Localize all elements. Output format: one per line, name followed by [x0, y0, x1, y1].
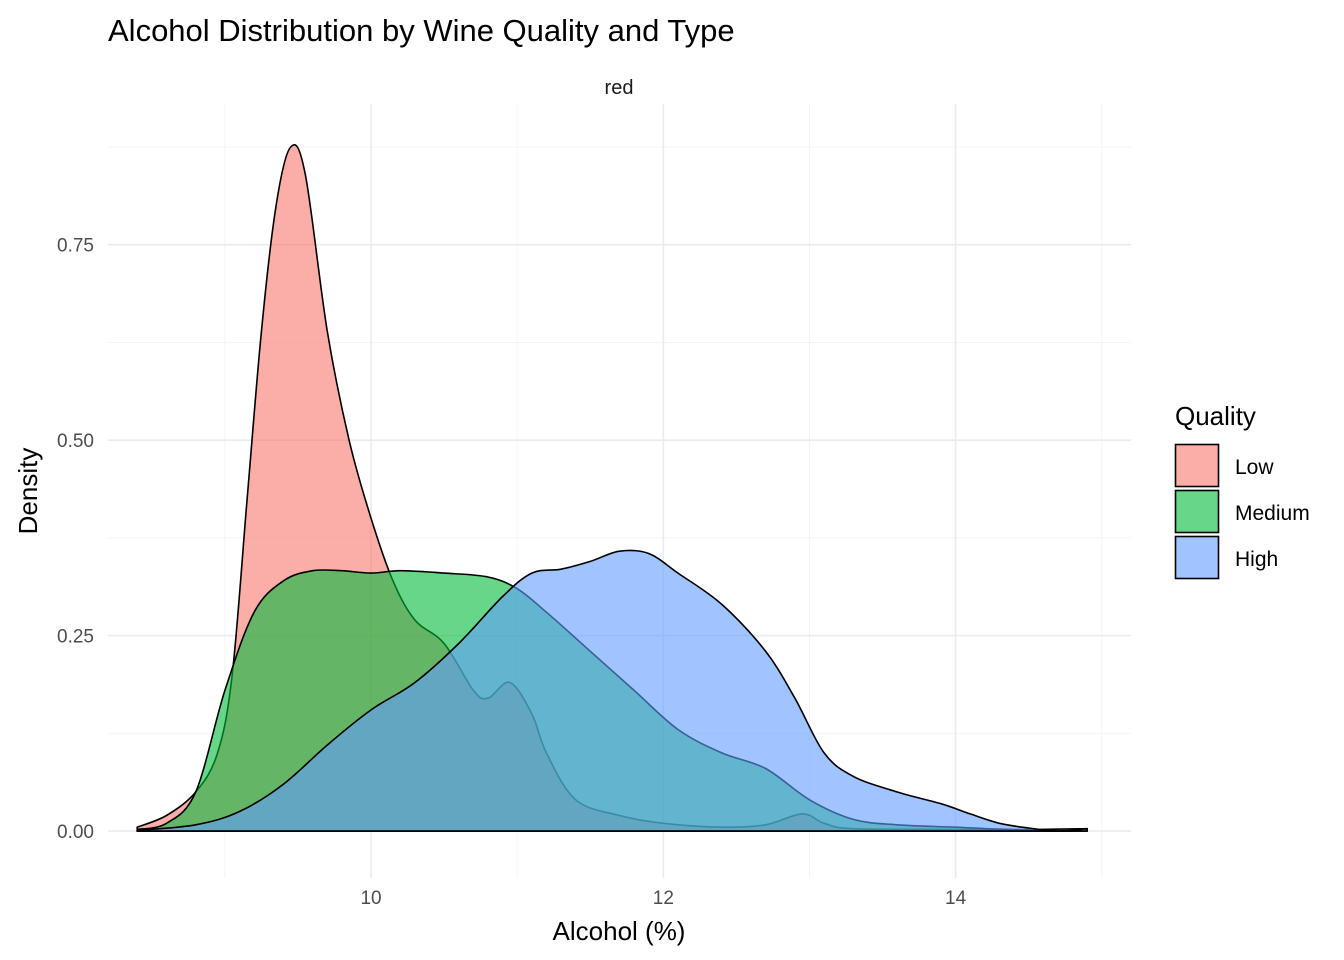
y-tick-label: 0.50	[57, 431, 94, 452]
y-tick-label: 0.25	[57, 627, 94, 648]
chart-title: Alcohol Distribution by Wine Quality and…	[108, 13, 735, 48]
x-axis-ticks: 10 12 14	[360, 888, 966, 909]
x-tick-label: 10	[360, 888, 381, 909]
legend-key-medium	[1174, 489, 1220, 534]
legend-label-low: Low	[1235, 456, 1274, 479]
x-tick-label: 14	[945, 888, 967, 909]
y-axis-title: Density	[13, 448, 43, 535]
y-tick-label: 0.00	[57, 822, 94, 843]
legend: Quality Low Medium High	[1174, 401, 1310, 580]
legend-label-high: High	[1235, 548, 1278, 571]
density-areas	[136, 143, 1088, 832]
y-axis-ticks: 0.00 0.25 0.50 0.75	[57, 236, 94, 843]
facet-strip-label: red	[605, 77, 634, 99]
legend-label-medium: Medium	[1235, 502, 1310, 525]
x-axis-title: Alcohol (%)	[553, 916, 686, 946]
density-area-high	[136, 549, 1088, 832]
legend-key-low	[1174, 443, 1220, 488]
y-tick-label: 0.75	[57, 236, 94, 257]
legend-key-high	[1174, 535, 1220, 580]
legend-title: Quality	[1175, 401, 1256, 431]
x-tick-label: 12	[653, 888, 674, 909]
